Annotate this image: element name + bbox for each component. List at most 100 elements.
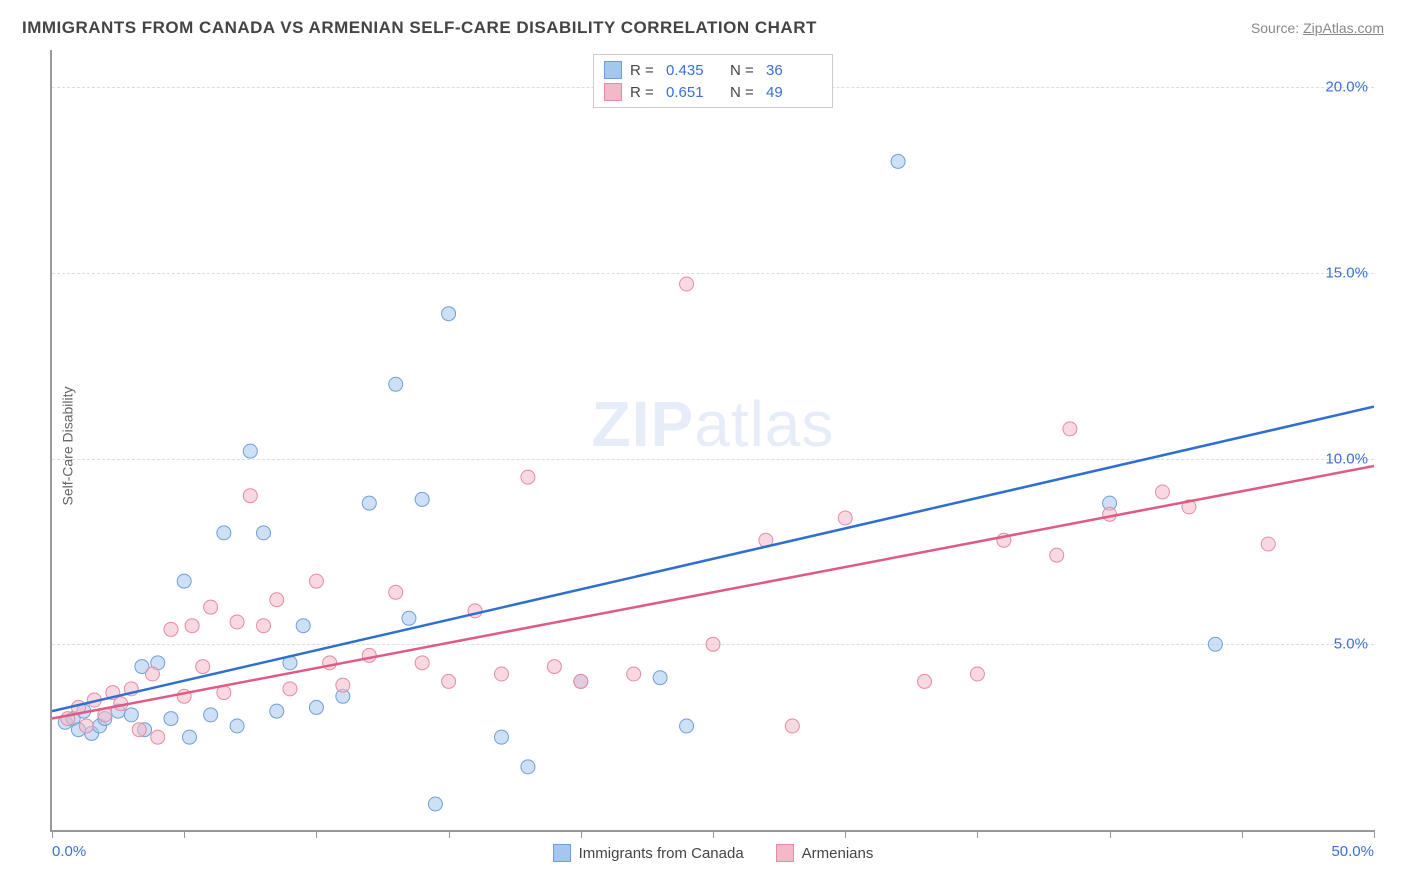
- legend-series-label: Immigrants from Canada: [579, 845, 744, 862]
- data-point: [145, 667, 159, 681]
- data-point: [336, 678, 350, 692]
- data-point: [182, 730, 196, 744]
- data-point: [257, 526, 271, 540]
- r-value: 0.435: [666, 62, 722, 79]
- data-point: [680, 719, 694, 733]
- data-point: [389, 377, 403, 391]
- data-point: [1208, 637, 1222, 651]
- data-point: [706, 637, 720, 651]
- x-tick: [1110, 830, 1111, 838]
- data-point: [362, 648, 376, 662]
- x-tick: [977, 830, 978, 838]
- chart-title: IMMIGRANTS FROM CANADA VS ARMENIAN SELF-…: [22, 18, 817, 38]
- plot-area: ZIPatlas R = 0.435 N = 36 R = 0.651 N = …: [50, 50, 1374, 832]
- data-point: [164, 712, 178, 726]
- chart-header: IMMIGRANTS FROM CANADA VS ARMENIAN SELF-…: [22, 18, 1384, 38]
- data-point: [204, 600, 218, 614]
- x-tick: [449, 830, 450, 838]
- data-point: [296, 619, 310, 633]
- legend-series-item: Armenians: [776, 844, 874, 862]
- legend-stat-row: R = 0.435 N = 36: [604, 59, 822, 81]
- legend-swatch: [553, 844, 571, 862]
- x-tick: [713, 830, 714, 838]
- data-point: [79, 719, 93, 733]
- data-point: [918, 674, 932, 688]
- data-point: [574, 674, 588, 688]
- chart-source: Source: ZipAtlas.com: [1251, 20, 1384, 36]
- data-point: [415, 656, 429, 670]
- legend-swatch: [776, 844, 794, 862]
- data-point: [402, 611, 416, 625]
- data-point: [132, 723, 146, 737]
- legend-swatch: [604, 61, 622, 79]
- x-tick-label: 50.0%: [1331, 843, 1374, 860]
- data-point: [653, 671, 667, 685]
- source-label: Source:: [1251, 20, 1299, 36]
- data-point: [680, 277, 694, 291]
- x-tick-label: 0.0%: [52, 843, 86, 860]
- data-point: [283, 682, 297, 696]
- data-point: [151, 730, 165, 744]
- x-tick: [1374, 830, 1375, 838]
- data-point: [164, 622, 178, 636]
- data-point: [547, 660, 561, 674]
- data-point: [243, 444, 257, 458]
- data-point: [196, 660, 210, 674]
- n-label: N =: [730, 62, 758, 79]
- data-point: [1050, 548, 1064, 562]
- legend-series-label: Armenians: [802, 845, 874, 862]
- x-tick: [184, 830, 185, 838]
- data-point: [230, 615, 244, 629]
- data-point: [785, 719, 799, 733]
- chart-svg: [52, 50, 1374, 830]
- x-tick: [52, 830, 53, 838]
- r-value: 0.651: [666, 84, 722, 101]
- n-value: 36: [766, 62, 822, 79]
- data-point: [270, 593, 284, 607]
- data-point: [309, 574, 323, 588]
- x-tick: [316, 830, 317, 838]
- data-point: [1261, 537, 1275, 551]
- data-point: [309, 700, 323, 714]
- data-point: [1103, 507, 1117, 521]
- data-point: [243, 489, 257, 503]
- data-point: [217, 526, 231, 540]
- data-point: [185, 619, 199, 633]
- x-tick: [1242, 830, 1243, 838]
- data-point: [257, 619, 271, 633]
- r-label: R =: [630, 62, 658, 79]
- data-point: [415, 492, 429, 506]
- data-point: [362, 496, 376, 510]
- trend-line: [52, 466, 1374, 719]
- correlation-legend: R = 0.435 N = 36 R = 0.651 N = 49: [593, 54, 833, 108]
- legend-series-item: Immigrants from Canada: [553, 844, 744, 862]
- source-link[interactable]: ZipAtlas.com: [1303, 20, 1384, 36]
- data-point: [494, 730, 508, 744]
- legend-swatch: [604, 83, 622, 101]
- data-point: [1155, 485, 1169, 499]
- data-point: [323, 656, 337, 670]
- x-tick: [581, 830, 582, 838]
- data-point: [124, 708, 138, 722]
- data-point: [1063, 422, 1077, 436]
- data-point: [442, 674, 456, 688]
- data-point: [627, 667, 641, 681]
- series-legend: Immigrants from Canada Armenians: [52, 844, 1374, 862]
- data-point: [494, 667, 508, 681]
- data-point: [970, 667, 984, 681]
- n-value: 49: [766, 84, 822, 101]
- data-point: [521, 470, 535, 484]
- data-point: [521, 760, 535, 774]
- data-point: [204, 708, 218, 722]
- r-label: R =: [630, 84, 658, 101]
- data-point: [428, 797, 442, 811]
- x-tick: [845, 830, 846, 838]
- data-point: [838, 511, 852, 525]
- data-point: [270, 704, 284, 718]
- n-label: N =: [730, 84, 758, 101]
- data-point: [442, 307, 456, 321]
- data-point: [389, 585, 403, 599]
- data-point: [891, 154, 905, 168]
- data-point: [230, 719, 244, 733]
- legend-stat-row: R = 0.651 N = 49: [604, 81, 822, 103]
